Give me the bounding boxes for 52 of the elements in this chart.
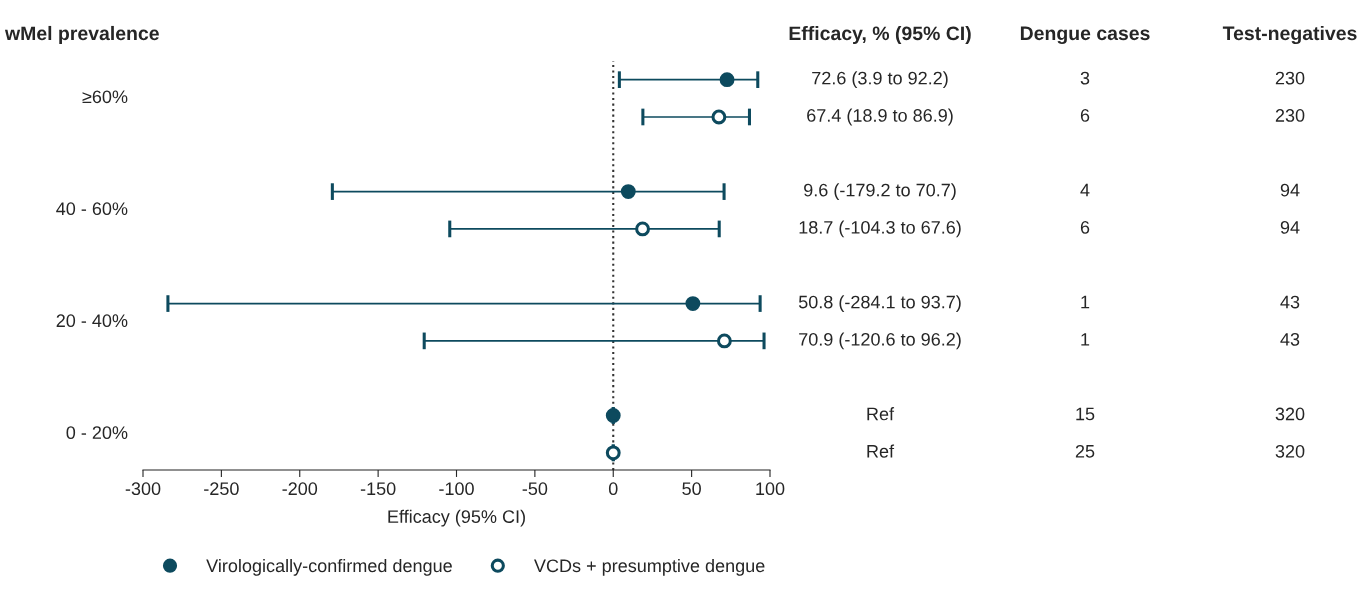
legend-label: Virologically-confirmed dengue xyxy=(206,558,452,576)
text: ≥60% xyxy=(82,90,128,104)
point xyxy=(635,221,650,237)
text: 230 xyxy=(1275,71,1305,85)
text: Ref xyxy=(867,444,895,458)
text: 4 xyxy=(1080,183,1090,197)
text: 25 xyxy=(1075,444,1095,458)
text: 15 xyxy=(1076,407,1095,421)
point xyxy=(605,445,621,461)
legend-label: VCDs + presumptive dengue xyxy=(534,558,765,576)
point xyxy=(620,184,636,200)
x-tick-label: 50 xyxy=(682,482,701,496)
text: 43 xyxy=(1280,332,1300,346)
text: 230 xyxy=(1275,109,1305,122)
text: Dengue cases xyxy=(1020,26,1150,45)
point xyxy=(716,333,732,349)
text: Efficacy, % (95% CI) xyxy=(789,25,971,45)
text: 6 xyxy=(1080,109,1090,122)
text: 1 xyxy=(1081,333,1090,346)
point xyxy=(711,109,727,125)
text: 70.9 (-120.6 to 96.2) xyxy=(799,332,961,350)
text: 94 xyxy=(1280,183,1300,197)
text: 1 xyxy=(1081,295,1090,309)
point xyxy=(685,296,701,311)
x-axis-title: Efficacy (95% CI) xyxy=(388,509,525,527)
x-tick-label: -200 xyxy=(282,482,318,496)
text: 320 xyxy=(1275,407,1305,421)
text: 94 xyxy=(1280,220,1300,234)
text: 320 xyxy=(1275,444,1305,458)
text: 50.8 (-284.1 to 93.7) xyxy=(798,295,961,312)
text: 40 - 60% xyxy=(56,202,128,216)
text: 67.4 (18.9 to 86.9) xyxy=(807,108,953,126)
text: 6 xyxy=(1080,220,1090,234)
x-tick-label: -100 xyxy=(439,482,474,496)
text: 0 - 20% xyxy=(66,426,128,440)
text: 9.6 (-179.2 to 70.7) xyxy=(804,183,956,201)
x-tick-label: 0 xyxy=(608,482,618,496)
point xyxy=(719,72,735,88)
x-tick-label: 100 xyxy=(756,482,785,496)
y-axis-title: wMel prevalence xyxy=(4,25,159,45)
x-tick-label: -50 xyxy=(522,482,548,496)
x-tick-label: -300 xyxy=(125,482,161,496)
text: Test-negatives xyxy=(1222,25,1357,45)
text: Ref xyxy=(867,407,895,421)
x-tick-label: -250 xyxy=(204,482,239,496)
text: 43 xyxy=(1280,295,1300,309)
text: 20 - 40% xyxy=(56,314,128,328)
text: 72.6 (3.9 to 92.2) xyxy=(812,71,948,89)
text: 18.7 (-104.3 to 67.6) xyxy=(799,220,961,238)
point xyxy=(605,408,621,423)
x-tick-label: -150 xyxy=(360,482,396,496)
text: 3 xyxy=(1080,71,1090,85)
